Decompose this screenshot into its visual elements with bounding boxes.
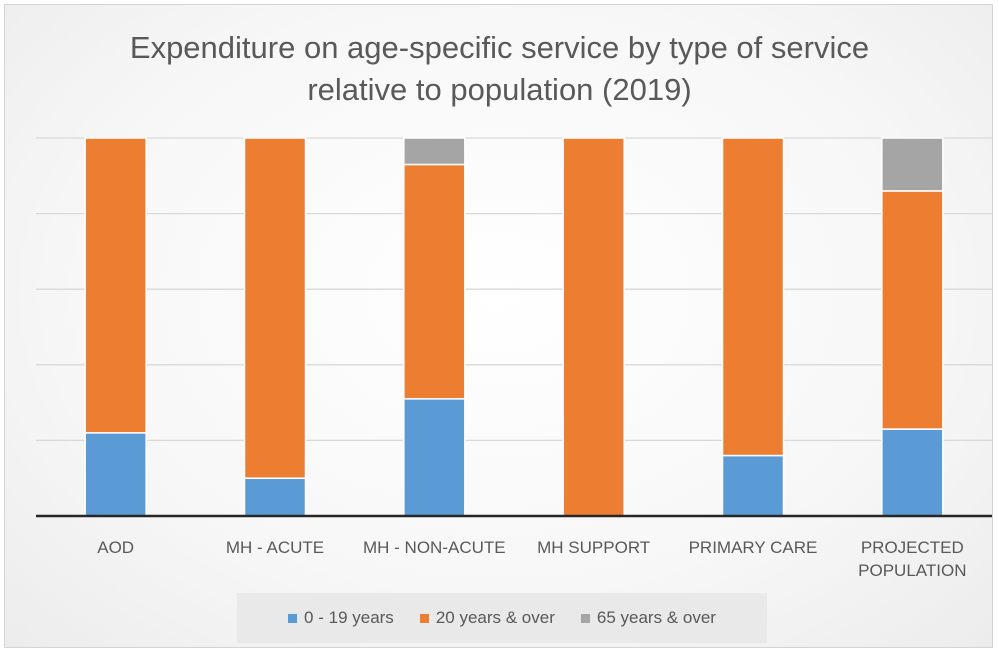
- bar-segment-3: [881, 137, 944, 192]
- legend-label-20-over: 20 years & over: [435, 608, 555, 627]
- bar-segment-2: [721, 137, 785, 457]
- legend-swatch-65-over: [580, 613, 590, 623]
- bar-segment-1: [84, 432, 147, 517]
- legend-item-20-over: 20 years & over: [419, 608, 555, 628]
- legend-swatch-20-over: [419, 613, 429, 623]
- bar-segment-2: [403, 163, 466, 400]
- x-tick-label: MH SUPPORT: [537, 538, 650, 557]
- bar-segment-2: [243, 137, 307, 479]
- chart-area: [4, 4, 993, 648]
- x-tick-label: PROJECTED: [861, 538, 964, 557]
- legend-swatch-0-19: [288, 613, 298, 623]
- chart-title-line-2: relative to population (2019): [307, 72, 692, 107]
- legend-label-0-19: 0 - 19 years: [304, 608, 394, 627]
- x-tick-label: MH - NON-ACUTE: [363, 538, 506, 557]
- legend-item-65-over: 65 years & over: [580, 608, 716, 628]
- bar-segment-1: [403, 398, 466, 517]
- x-tick-label: MH - ACUTE: [226, 538, 324, 557]
- bar-segment-1: [243, 477, 307, 517]
- bar-segment-2: [881, 190, 944, 430]
- bar-segment-1: [881, 428, 944, 517]
- chart-title-line-1: Expenditure on age-specific service by t…: [129, 30, 870, 65]
- bar-segment-2: [84, 137, 147, 434]
- bar-segment-1: [721, 454, 785, 517]
- x-tick-label: PRIMARY CARE: [689, 538, 818, 557]
- legend-item-0-19: 0 - 19 years: [288, 608, 394, 628]
- bar-segment-2: [562, 137, 625, 517]
- legend-label-65-over: 65 years & over: [596, 608, 716, 627]
- chart-legend: 0 - 19 years 20 years & over 65 years & …: [237, 593, 767, 643]
- bar-segment-3: [403, 137, 466, 166]
- x-tick-label: AOD: [97, 538, 134, 557]
- x-tick-label: POPULATION: [858, 561, 966, 580]
